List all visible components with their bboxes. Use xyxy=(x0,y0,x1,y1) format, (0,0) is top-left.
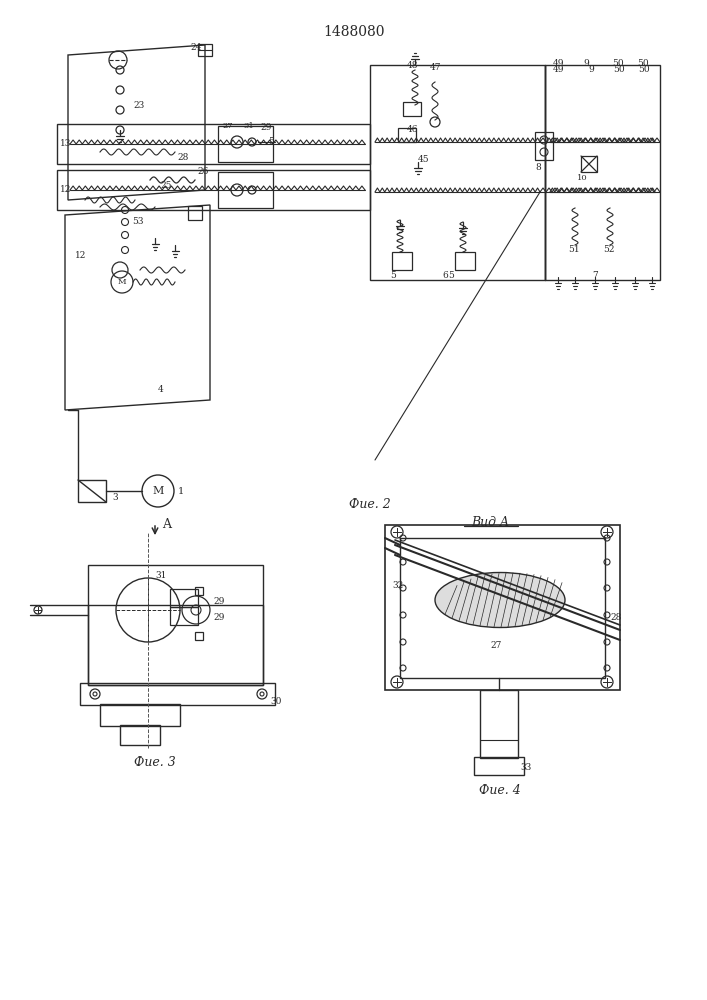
Bar xyxy=(80,683,275,705)
Bar xyxy=(188,206,202,220)
Bar xyxy=(195,632,203,640)
Text: 50: 50 xyxy=(638,66,650,75)
Text: 27: 27 xyxy=(490,641,501,650)
Ellipse shape xyxy=(435,572,565,628)
Text: 9: 9 xyxy=(588,66,594,75)
Text: 29: 29 xyxy=(260,123,271,132)
Text: 5: 5 xyxy=(390,271,396,280)
Text: Вид A: Вид A xyxy=(471,516,509,528)
Bar xyxy=(392,252,412,270)
Text: 1: 1 xyxy=(178,487,185,495)
Bar xyxy=(218,172,273,208)
Text: 28: 28 xyxy=(610,612,621,621)
Text: M: M xyxy=(117,278,127,286)
Bar xyxy=(120,725,160,745)
Text: 46: 46 xyxy=(407,125,419,134)
Text: 26: 26 xyxy=(197,167,209,176)
Bar xyxy=(474,757,524,775)
Text: 7: 7 xyxy=(592,271,598,280)
Bar xyxy=(535,132,553,160)
Bar xyxy=(78,480,106,502)
Text: 50: 50 xyxy=(612,60,624,68)
Text: 50: 50 xyxy=(613,66,624,75)
Text: 25: 25 xyxy=(160,180,172,190)
Text: 12: 12 xyxy=(60,186,71,194)
Text: 12: 12 xyxy=(75,250,86,259)
Bar xyxy=(57,170,370,210)
Text: 13: 13 xyxy=(60,139,71,148)
Text: M: M xyxy=(152,486,164,496)
Text: 4: 4 xyxy=(158,385,164,394)
Text: 5: 5 xyxy=(448,271,454,280)
Bar xyxy=(100,704,180,726)
Text: 8: 8 xyxy=(535,163,541,172)
Text: Фие. 4: Фие. 4 xyxy=(479,784,521,796)
Text: 53: 53 xyxy=(132,218,144,227)
Bar xyxy=(545,65,660,280)
Text: 24: 24 xyxy=(190,42,201,51)
Text: 33: 33 xyxy=(520,764,531,772)
Bar xyxy=(170,589,198,607)
Bar xyxy=(218,126,273,162)
Text: 51: 51 xyxy=(568,245,580,254)
Bar xyxy=(88,605,263,685)
Text: 32: 32 xyxy=(392,580,403,589)
Text: Фие. 2: Фие. 2 xyxy=(349,498,391,512)
Text: 50: 50 xyxy=(637,60,648,68)
Bar xyxy=(455,252,475,270)
Bar xyxy=(88,565,263,685)
Text: 27: 27 xyxy=(222,122,233,130)
Bar xyxy=(195,587,203,595)
Text: 31: 31 xyxy=(155,572,166,580)
Text: 52: 52 xyxy=(603,245,614,254)
Bar xyxy=(581,156,597,172)
Bar xyxy=(480,690,518,758)
Text: 31: 31 xyxy=(243,122,254,130)
Text: 1488080: 1488080 xyxy=(323,25,385,39)
Bar xyxy=(400,538,605,678)
Bar xyxy=(370,65,545,280)
Bar xyxy=(170,607,198,625)
Text: 29: 29 xyxy=(213,612,224,621)
Text: 30: 30 xyxy=(270,698,281,706)
Bar xyxy=(198,44,212,56)
Text: 47: 47 xyxy=(430,62,441,72)
Bar xyxy=(57,124,370,164)
Text: 49: 49 xyxy=(553,60,564,68)
Bar xyxy=(403,102,421,116)
Text: 29: 29 xyxy=(213,597,224,606)
Text: 3: 3 xyxy=(112,493,118,502)
Text: 49: 49 xyxy=(553,66,564,75)
Text: 10: 10 xyxy=(577,174,588,182)
Text: Фие. 3: Фие. 3 xyxy=(134,756,176,768)
Bar xyxy=(398,128,416,142)
Bar xyxy=(385,525,620,690)
Text: 23: 23 xyxy=(133,101,144,109)
Text: 28: 28 xyxy=(177,152,188,161)
Text: 48: 48 xyxy=(407,62,419,70)
Text: 45: 45 xyxy=(418,155,430,164)
Text: 6: 6 xyxy=(442,271,448,280)
Text: 9: 9 xyxy=(583,60,589,68)
Text: 5: 5 xyxy=(268,137,274,146)
Text: A: A xyxy=(162,518,171,530)
